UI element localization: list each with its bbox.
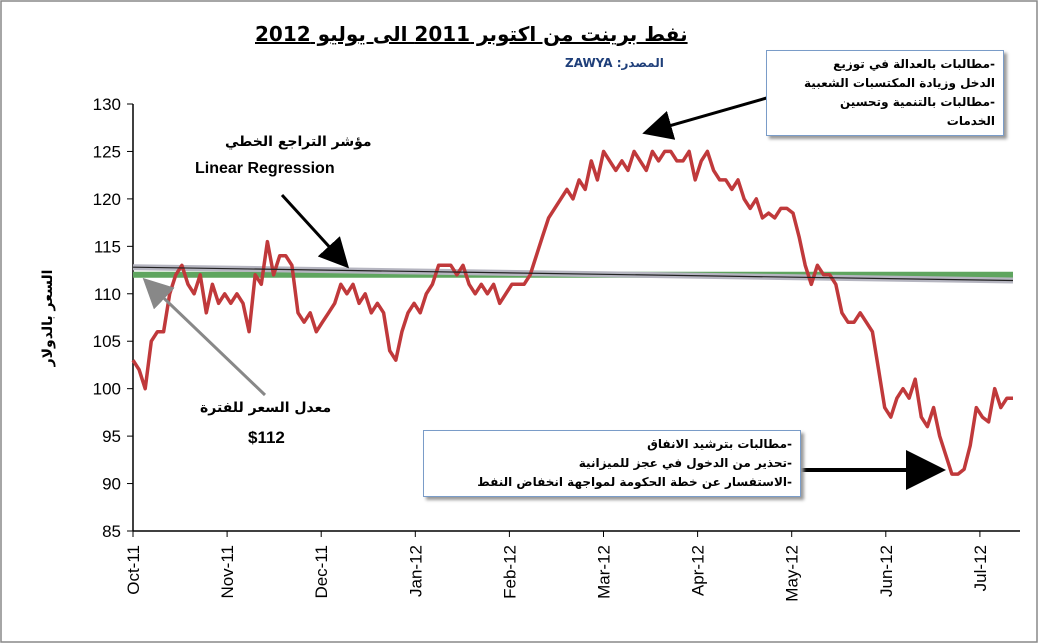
note-box: -مطالبات بالعدالة في توزيع الدخل وزيادة ا… <box>766 50 1004 136</box>
note-box: -مطالبات بترشيد الانفاق -تحذير من الدخول … <box>423 430 801 497</box>
y-tick-label: 115 <box>94 237 121 256</box>
note-line: -مطالبات بالتنمية وتحسين <box>840 95 995 109</box>
price-line <box>131 149 1013 476</box>
regression-line <box>132 266 1014 282</box>
note-line: -الاستفسار عن خطة الحكومة لمواجهة انخفاض… <box>477 475 792 489</box>
average-value-label: $112 <box>248 428 285 447</box>
x-tick-label: Nov-11 <box>218 545 237 599</box>
y-tick-label: 130 <box>93 95 121 114</box>
plot: 85 90 95 100 105 110 115 120 125 130 Oct-11 Nov-11 D… <box>93 95 1020 602</box>
x-tick-label: Dec-11 <box>312 545 331 599</box>
y-tick-label: 90 <box>102 475 121 494</box>
x-tick-label: Apr-12 <box>689 545 708 596</box>
arrow <box>142 277 267 397</box>
y-tick-label: 125 <box>93 142 121 161</box>
y-axis-label: السعر بالدولار <box>40 270 56 368</box>
note-line: -تحذير من الدخول في عجز للميزانية <box>578 456 792 470</box>
x-tick-label: Mar-12 <box>595 545 614 599</box>
regression-label: مؤشر التراجع الخطي <box>225 134 372 150</box>
arrow <box>642 95 771 140</box>
x-tick-label: May-12 <box>783 545 802 602</box>
y-tick-label: 95 <box>102 427 121 446</box>
note-line: الخدمات <box>946 114 995 128</box>
x-tick-label: Oct-11 <box>124 545 143 595</box>
chart-title: نفط برينت من اكتوبر 2011 الى يوليو 2012 <box>255 22 688 46</box>
y-tick-label: 120 <box>93 190 121 209</box>
regression-label-en: Linear Regression <box>195 160 335 177</box>
average-label: معدل السعر للفترة <box>200 400 332 416</box>
x-tick-label: Feb-12 <box>500 545 519 599</box>
y-tick-label: 105 <box>93 332 121 351</box>
x-tick-label: Jul-12 <box>971 545 990 591</box>
y-tick-label: 110 <box>94 285 121 304</box>
y-tick-label: 100 <box>93 380 121 399</box>
x-tick-label: Jun-12 <box>877 545 896 597</box>
source: المصدر: ZAWYA <box>565 56 664 70</box>
x-tick-label: Jan-12 <box>406 545 425 597</box>
note-line: -مطالبات بترشيد الانفاق <box>647 437 792 451</box>
arrow <box>280 193 350 269</box>
note-line: الدخل وزيادة المكتسبات الشعبية <box>804 76 995 90</box>
note-line: -مطالبات بالعدالة في توزيع <box>833 57 995 71</box>
y-tick-label: 85 <box>102 522 121 541</box>
